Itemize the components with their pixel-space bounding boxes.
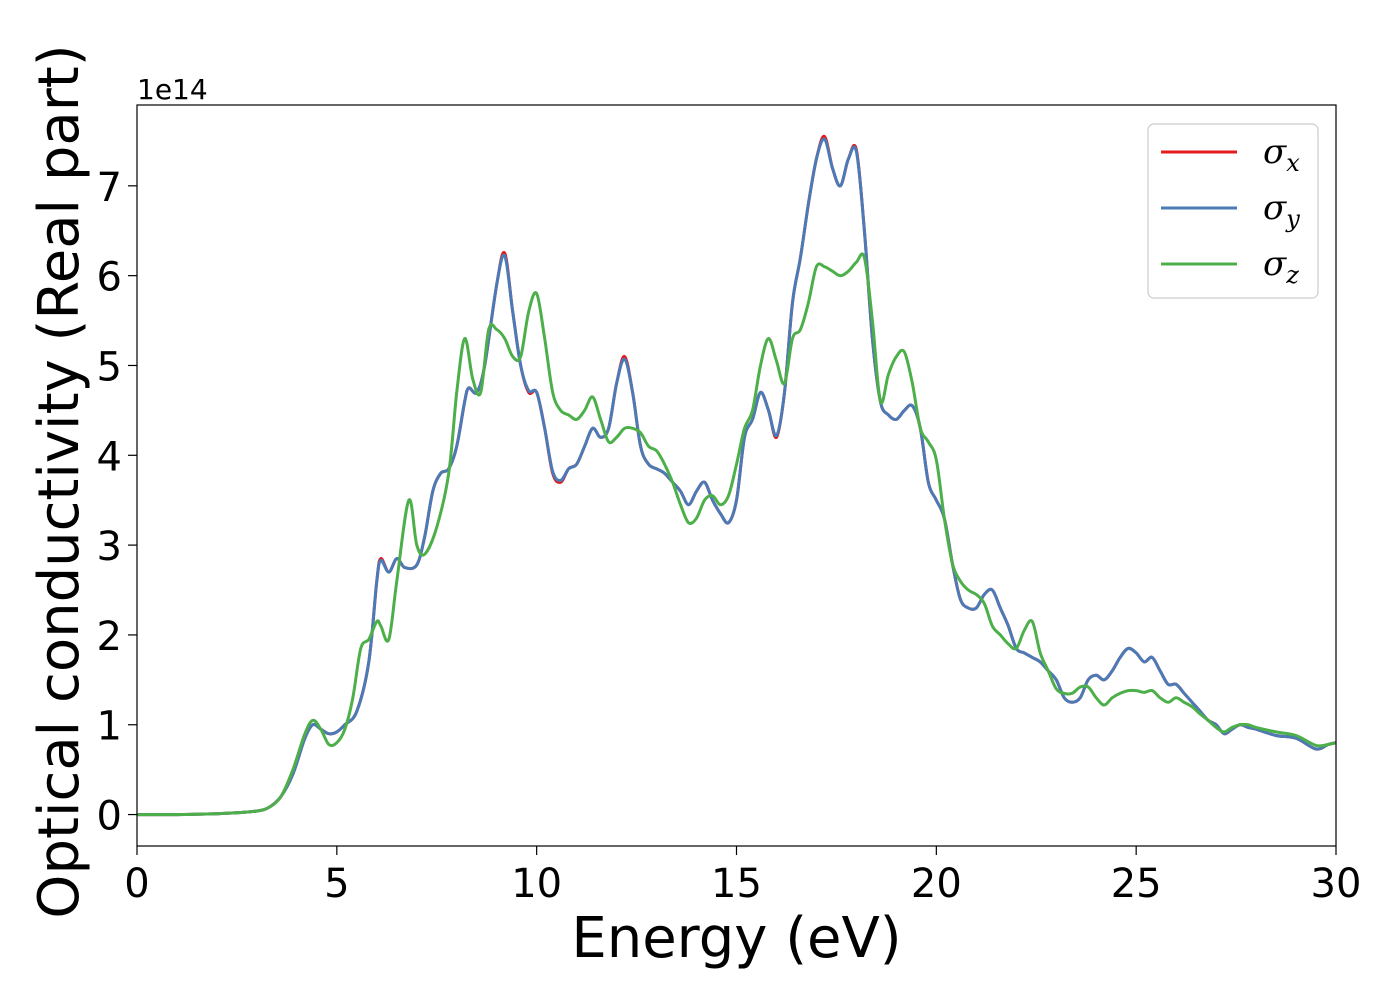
x-tick-label: 20 — [911, 861, 962, 907]
y-axis-ticks: 0 1 2 3 4 5 6 7 — [97, 165, 137, 840]
legend-label-z: σz — [1263, 244, 1299, 289]
y-tick-label: 2 — [97, 614, 122, 660]
y-tick-label: 4 — [97, 434, 122, 480]
legend-label-x: σx — [1263, 132, 1300, 177]
y-tick-label: 1 — [97, 704, 122, 750]
x-tick-label: 15 — [711, 861, 762, 907]
y-tick-label: 5 — [97, 344, 122, 390]
y-offset-label: 1e14 — [137, 73, 208, 106]
y-tick-label: 3 — [97, 524, 122, 570]
x-tick-label: 25 — [1111, 861, 1162, 907]
y-tick-label: 7 — [97, 165, 122, 211]
x-tick-label: 0 — [124, 861, 149, 907]
legend-box — [1147, 123, 1319, 299]
y-axis-label: Optical conductivity (Real part) — [27, 44, 92, 918]
legend-label-y: σy — [1263, 188, 1300, 233]
x-tick-label: 5 — [324, 861, 349, 907]
x-tick-label: 30 — [1311, 861, 1362, 907]
plot-area — [137, 134, 1336, 817]
x-axis-label: Energy (eV) — [571, 906, 901, 971]
legend: σx σy σz — [1147, 123, 1319, 299]
series-line-y — [137, 137, 1336, 817]
series-line-z — [137, 252, 1336, 817]
y-tick-label: 6 — [97, 255, 122, 301]
axes-frame — [136, 104, 1337, 847]
y-tick-label: 0 — [97, 794, 122, 840]
x-axis-ticks: 0 5 10 15 20 25 30 — [124, 846, 1361, 907]
x-tick-label: 10 — [511, 861, 562, 907]
